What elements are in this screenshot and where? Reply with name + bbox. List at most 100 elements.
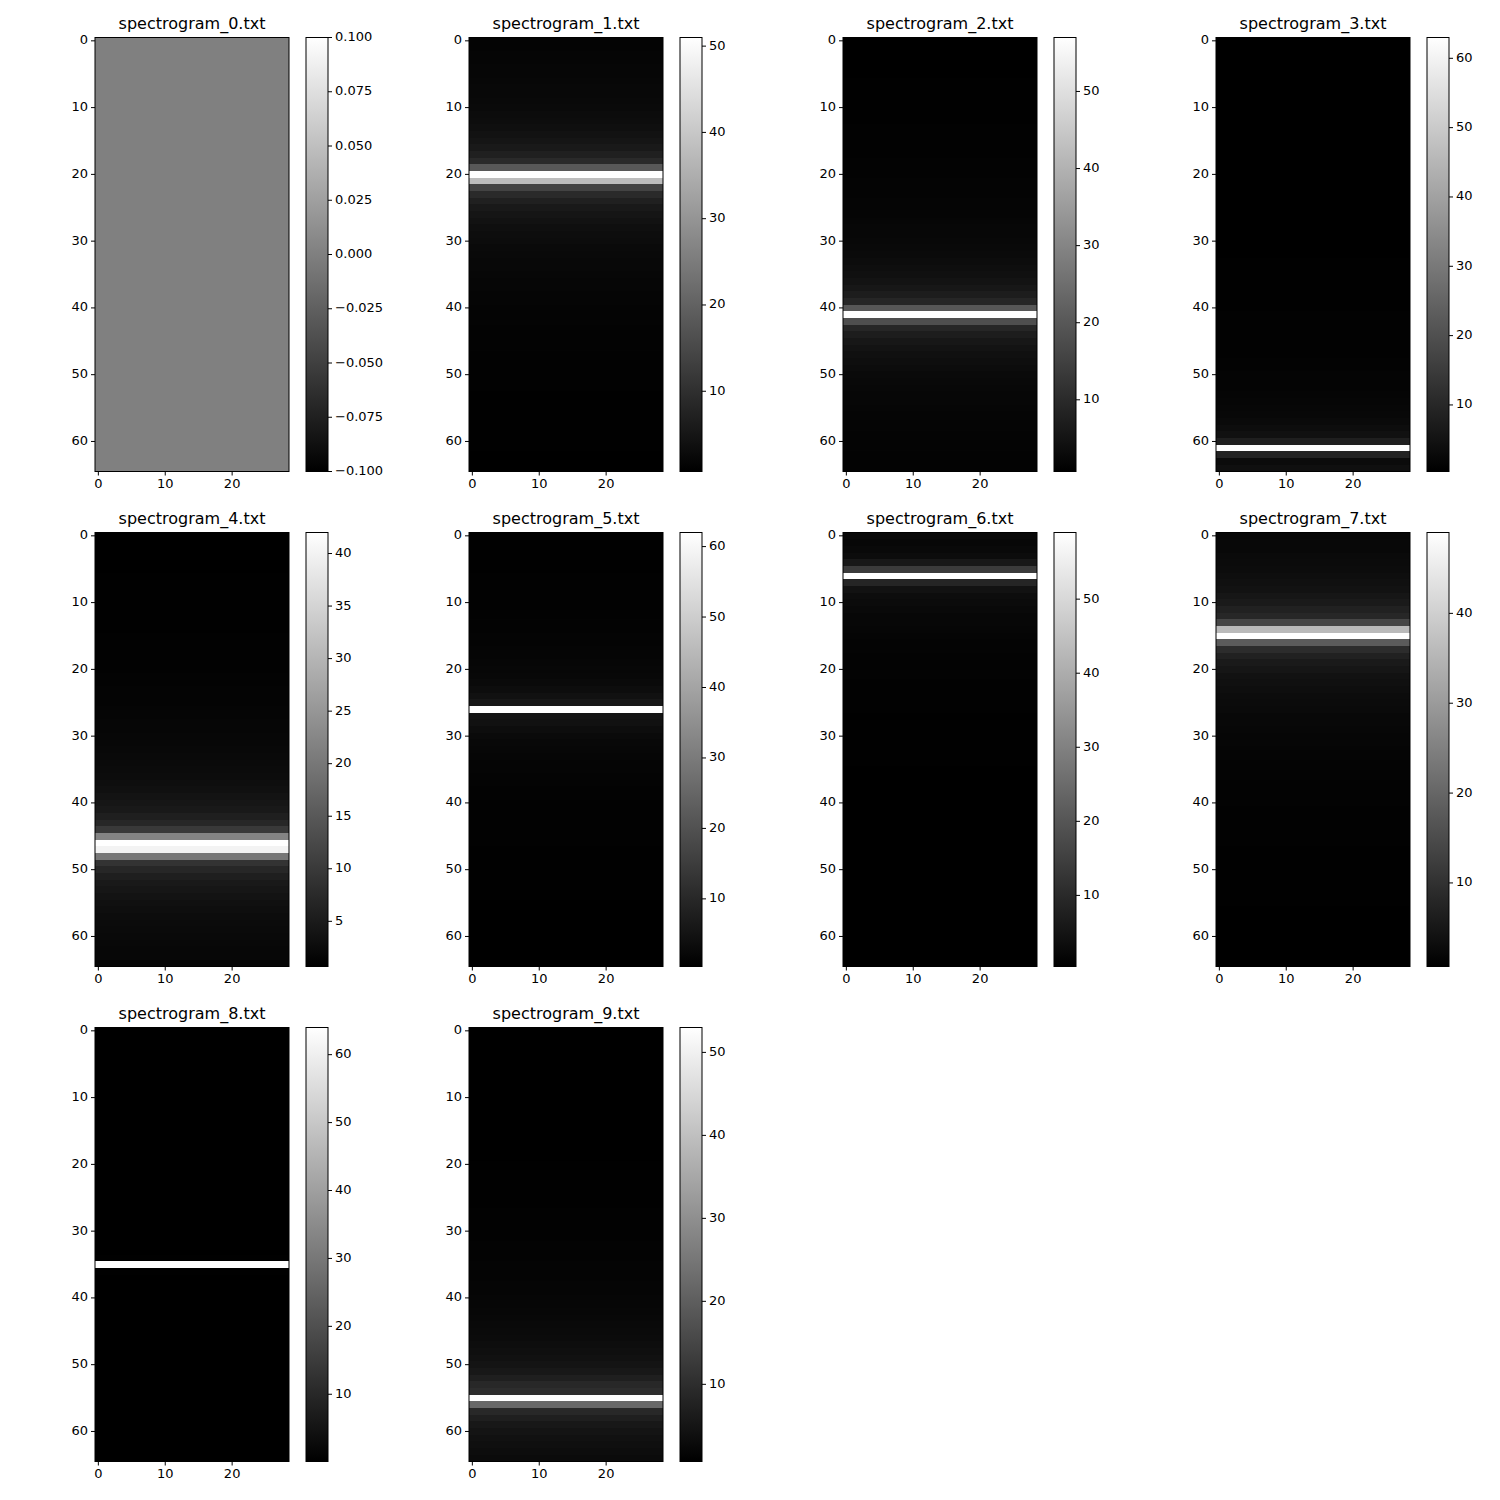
cell	[95, 633, 289, 640]
y-tick	[839, 736, 843, 737]
y-tick	[839, 107, 843, 108]
cell	[1216, 191, 1410, 198]
cell	[1216, 873, 1410, 880]
cell	[1216, 184, 1410, 191]
cell	[469, 699, 663, 706]
cell	[843, 398, 1037, 405]
frame	[95, 533, 289, 967]
colorbar	[680, 533, 702, 967]
cell	[95, 1348, 289, 1355]
colorbar-tick-label: 60	[335, 1046, 352, 1061]
colorbar-tick	[1076, 673, 1080, 674]
cell	[843, 873, 1037, 880]
cell	[843, 144, 1037, 151]
x-tick-label: 20	[598, 476, 615, 491]
page: {"chart_data": [ {"type": "heatmap", "ti…	[0, 0, 1500, 1500]
cell	[95, 211, 289, 218]
cell	[95, 860, 289, 867]
y-tick	[1212, 40, 1216, 41]
cell	[469, 204, 663, 211]
cell	[469, 1241, 663, 1248]
x-tick	[539, 472, 540, 476]
cell	[1216, 619, 1410, 626]
x-tick-label: 20	[1345, 971, 1362, 986]
cells	[1216, 38, 1410, 472]
cell	[1216, 71, 1410, 78]
colorbar	[1054, 533, 1076, 967]
colorbar-tick	[328, 553, 332, 554]
colorbar-tick	[1449, 266, 1453, 267]
colorbar-tick	[1449, 613, 1453, 614]
cell	[843, 104, 1037, 111]
cell	[95, 840, 289, 847]
y-tick	[1212, 535, 1216, 536]
colorbar	[306, 533, 328, 967]
cell	[95, 739, 289, 746]
colorbar-tick	[328, 1122, 332, 1123]
colorbar-tick	[1449, 882, 1453, 883]
cell	[95, 773, 289, 780]
cell	[95, 98, 289, 105]
cell	[95, 1088, 289, 1095]
cell	[469, 619, 663, 626]
cell	[95, 780, 289, 787]
cell	[469, 746, 663, 753]
y-tick-label: 50	[71, 861, 88, 876]
cell	[469, 533, 663, 540]
cell	[1216, 913, 1410, 920]
cell	[843, 886, 1037, 893]
y-tick	[91, 441, 95, 442]
cell	[469, 124, 663, 131]
title: spectrogram_1.txt	[493, 14, 640, 34]
colorbar	[1054, 38, 1076, 472]
y-tick-label: 60	[819, 433, 836, 448]
colorbar-tick	[328, 200, 332, 201]
y-tick	[465, 1297, 469, 1298]
cell	[843, 218, 1037, 225]
cell	[95, 1214, 289, 1221]
y-tick-label: 30	[71, 728, 88, 743]
colorbar-tick-label: 50	[709, 38, 726, 53]
cell	[95, 118, 289, 125]
y-tick-label: 30	[71, 233, 88, 248]
cell	[843, 699, 1037, 706]
cell	[469, 1154, 663, 1161]
figure: 010200102030405060spectrogram_0.txt−0.10…	[0, 0, 1500, 1500]
cell	[843, 391, 1037, 398]
cell	[95, 351, 289, 358]
cell	[469, 833, 663, 840]
cell	[95, 946, 289, 953]
y-tick	[839, 241, 843, 242]
x-tick	[1353, 967, 1354, 971]
y-tick	[839, 174, 843, 175]
cell	[1216, 800, 1410, 807]
cell	[1216, 753, 1410, 760]
cell	[469, 1134, 663, 1141]
cell	[843, 773, 1037, 780]
cell	[469, 1341, 663, 1348]
x-tick	[98, 967, 99, 971]
title: spectrogram_8.txt	[119, 1004, 266, 1024]
y-tick-label: 60	[819, 928, 836, 943]
cell	[469, 418, 663, 425]
cell	[469, 71, 663, 78]
x-tick-label: 10	[157, 476, 174, 491]
cell	[95, 64, 289, 71]
cell	[1216, 431, 1410, 438]
cell	[1216, 766, 1410, 773]
colorbar-tick-label: 40	[1456, 605, 1473, 620]
y-tick	[91, 241, 95, 242]
cell	[469, 1088, 663, 1095]
cell	[469, 1448, 663, 1455]
cell	[95, 673, 289, 680]
cell	[1216, 351, 1410, 358]
cell	[469, 171, 663, 178]
cell	[843, 111, 1037, 118]
colorbar-tick-label: 20	[1456, 327, 1473, 342]
cell	[95, 425, 289, 432]
cell	[95, 164, 289, 171]
cell	[95, 806, 289, 813]
cell	[469, 365, 663, 372]
colorbar-tick	[702, 1301, 706, 1302]
cell	[469, 639, 663, 646]
